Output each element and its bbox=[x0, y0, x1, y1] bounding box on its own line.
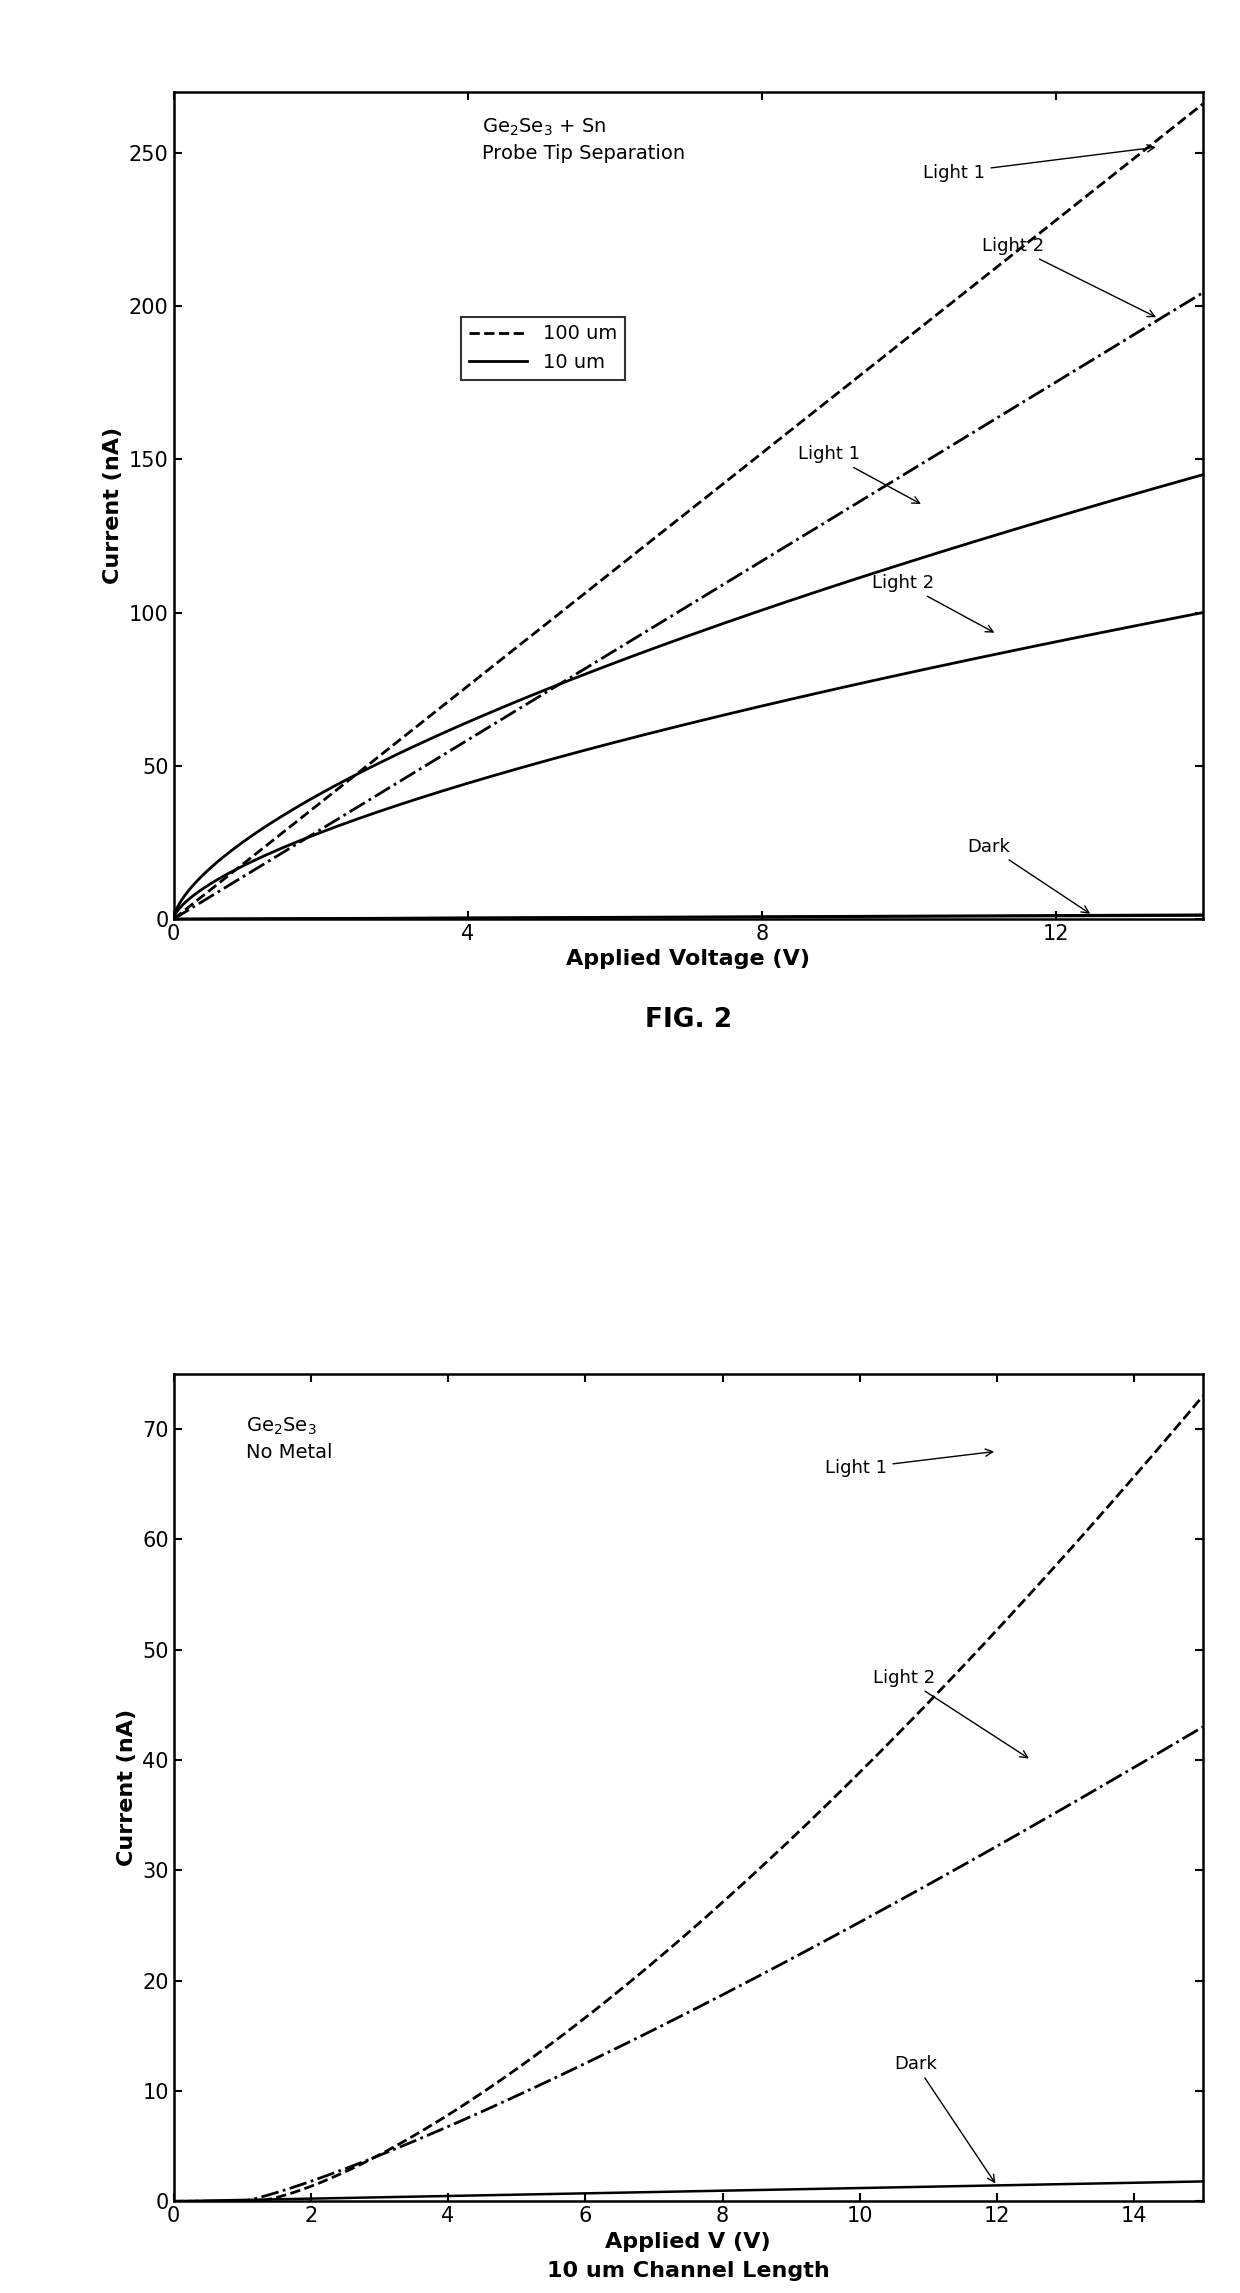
Legend: 100 um, 10 um: 100 um, 10 um bbox=[461, 316, 625, 381]
Text: FIG. 2: FIG. 2 bbox=[645, 1007, 732, 1032]
Text: Dark: Dark bbox=[894, 2055, 994, 2183]
Y-axis label: Current (nA): Current (nA) bbox=[103, 426, 124, 585]
Text: Ge$_2$Se$_3$
No Metal: Ge$_2$Se$_3$ No Metal bbox=[246, 1415, 332, 1461]
X-axis label: Applied V (V)
10 um Channel Length: Applied V (V) 10 um Channel Length bbox=[547, 2231, 830, 2282]
Y-axis label: Current (nA): Current (nA) bbox=[117, 1708, 136, 1867]
Text: Light 2: Light 2 bbox=[872, 573, 993, 633]
Text: Light 2: Light 2 bbox=[982, 236, 1154, 316]
Text: Light 1: Light 1 bbox=[826, 1449, 993, 1477]
X-axis label: Applied Voltage (V): Applied Voltage (V) bbox=[567, 949, 810, 970]
Text: Dark: Dark bbox=[967, 837, 1089, 913]
Text: Ge$_2$Se$_3$ + Sn
Probe Tip Separation: Ge$_2$Se$_3$ + Sn Probe Tip Separation bbox=[482, 117, 686, 163]
Text: Light 1: Light 1 bbox=[799, 445, 920, 502]
Text: Light 2: Light 2 bbox=[873, 1669, 1028, 1759]
Text: Light 1: Light 1 bbox=[924, 144, 1154, 181]
